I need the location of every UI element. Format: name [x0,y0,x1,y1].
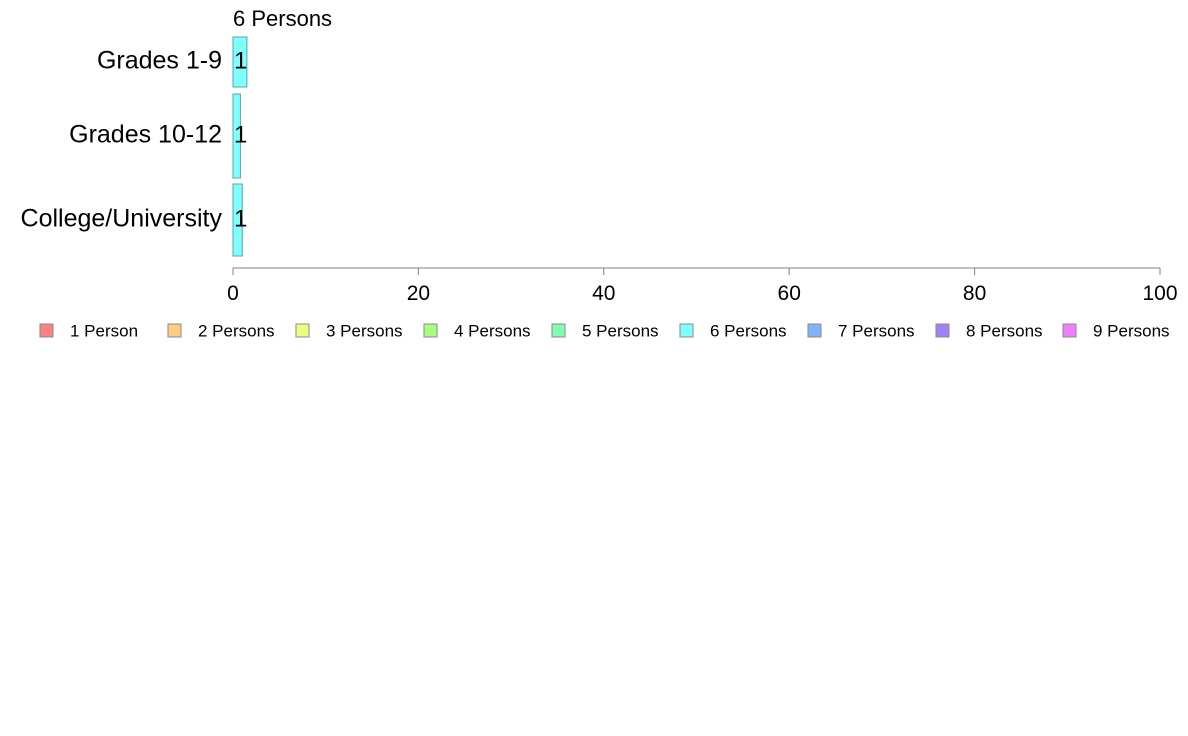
legend-swatch [39,323,54,338]
category-label: College/University [21,205,223,233]
legend-swatch [935,323,950,338]
legend-label: 5 Persons [582,321,659,340]
legend-swatch [423,323,438,338]
legend-swatch [551,323,566,338]
legend-label: 7 Persons [838,321,915,340]
legend-label: 9 Persons [1093,321,1170,340]
x-tick-label: 100 [1142,282,1177,305]
legend-label: 6 Persons [710,321,787,340]
bar-value-label: 1 [234,47,247,74]
x-tick-label: 60 [778,282,801,305]
panel-title: 6 Persons [233,6,332,31]
legend-label: 4 Persons [454,321,531,340]
bar-value-label: 1 [234,121,247,148]
x-tick-label: 80 [963,282,986,305]
category-label: Grades 10-12 [69,121,222,149]
bars-group: Grades 1-9 1 Grades 10-12 1 College/Universi… [21,36,248,257]
legend-swatch [295,323,310,338]
bar-value-label: 1 [234,205,247,232]
bar [232,36,248,88]
bar [232,93,241,179]
bar [232,183,243,257]
legend-label: 8 Persons [966,321,1043,340]
x-axis: 0 20 40 60 80 100 [227,267,1178,305]
legend: 1 Person 2 Persons 3 Persons 4 Persons 5 Per… [39,321,1170,340]
category-label: Grades 1-9 [97,47,222,75]
legend-swatch [807,323,822,338]
legend-swatch [679,323,694,338]
x-tick-label: 20 [407,282,430,305]
legend-label: 1 Person [70,321,138,340]
legend-label: 3 Persons [326,321,403,340]
legend-label: 2 Persons [198,321,275,340]
legend-swatch [1062,323,1077,338]
x-tick-label: 0 [227,282,239,305]
legend-swatch [167,323,182,338]
x-tick-label: 40 [592,282,615,305]
